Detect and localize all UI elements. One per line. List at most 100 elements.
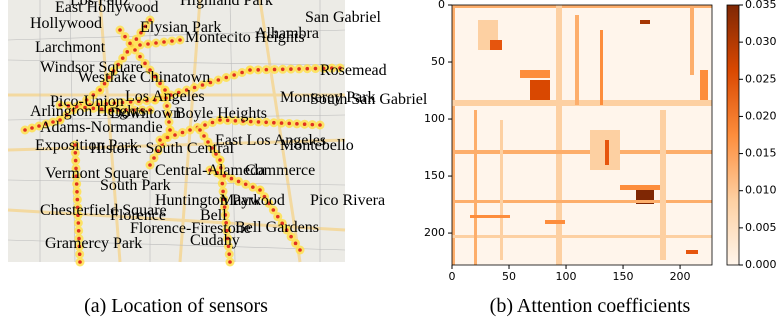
colorbar-tick-label: 0.025	[745, 72, 777, 85]
sensor	[76, 198, 80, 202]
place-label: Hollywood	[30, 15, 102, 32]
place-label: Highland Park	[180, 0, 273, 9]
sensor	[138, 55, 142, 59]
y-tick-label: 0	[438, 0, 445, 11]
sensor	[311, 123, 315, 127]
sensor	[77, 221, 81, 225]
colorbar-tick-label: 0.015	[745, 147, 777, 160]
place-label: Commerce	[245, 162, 315, 179]
sensor	[280, 121, 284, 125]
caption: (a) Location of sensors	[84, 295, 268, 317]
sensor	[143, 62, 147, 66]
sensor	[248, 68, 252, 72]
sensor	[251, 185, 255, 189]
place-label: Cudahy	[190, 232, 240, 249]
sensor	[181, 131, 185, 135]
sensor	[133, 48, 137, 52]
sensor	[240, 71, 244, 75]
sensor	[75, 190, 79, 194]
sensor	[166, 136, 170, 140]
colorbar-tick-label: 0.020	[745, 109, 777, 122]
place-label: Westlake	[78, 69, 136, 86]
y-tick-label: 200	[424, 226, 445, 239]
place-label: Montebello	[280, 137, 354, 154]
colorbar-tick-label: 0.000	[745, 258, 777, 271]
colorbar-tick-label: 0.030	[745, 35, 777, 48]
sensor	[273, 68, 277, 72]
sensor	[272, 121, 276, 125]
place-label: Gramercy Park	[45, 235, 142, 252]
x-tick-label: 50	[502, 270, 516, 283]
y-tick-label: 150	[424, 169, 445, 182]
sensor	[123, 35, 127, 39]
figure: Los FelizHighland ParkSan GabrielHollywo…	[0, 0, 779, 328]
sensor	[30, 126, 34, 130]
sensor	[289, 67, 293, 71]
sensor	[148, 163, 152, 167]
place-label: East Hollywood	[55, 0, 159, 16]
sensor	[77, 229, 81, 233]
colorbar-tick-label: 0.010	[745, 184, 777, 197]
sensor	[256, 68, 260, 72]
sensor	[305, 67, 309, 71]
sensor	[287, 122, 291, 126]
place-label: San Gabriel	[305, 9, 382, 26]
sensor	[188, 128, 192, 132]
colorbar-tick-label: 0.005	[745, 221, 777, 234]
sensor	[232, 73, 236, 77]
sensor	[173, 133, 177, 137]
place-label: Adams-Normandie	[40, 119, 163, 136]
place-label: Larchmont	[35, 39, 106, 56]
sensor	[75, 182, 79, 186]
x-tick-label: 0	[449, 270, 456, 283]
sensor	[221, 182, 225, 186]
sensor	[303, 122, 307, 126]
sensor	[224, 76, 228, 80]
sensor	[118, 28, 122, 32]
sensor	[295, 122, 299, 126]
sensor	[237, 180, 241, 184]
sensor	[154, 41, 158, 45]
sensor	[178, 38, 182, 42]
place-label: South San Gabriel	[310, 91, 428, 108]
sensor	[202, 134, 206, 138]
sensor	[168, 128, 172, 132]
x-tick-label: 100	[556, 270, 577, 283]
sensor	[146, 42, 150, 46]
place-label: Chinatown	[140, 69, 210, 86]
sensor	[294, 242, 298, 246]
sensor	[138, 43, 142, 47]
colorbar	[727, 5, 739, 265]
y-tick-label: 100	[424, 112, 445, 125]
x-tick-label: 200	[670, 270, 691, 283]
place-label: Elysian Park	[140, 19, 221, 36]
sensor	[78, 260, 82, 264]
sensor	[78, 252, 82, 256]
sensor	[314, 67, 318, 71]
y-tick-label: 50	[431, 55, 445, 68]
place-label: Boyle Heights	[175, 105, 267, 122]
sensor	[217, 78, 221, 82]
sensor	[203, 123, 207, 127]
caption: (b) Attention coefficients	[490, 295, 691, 317]
sensor	[23, 128, 27, 132]
sensor	[98, 88, 102, 92]
sensor	[281, 67, 285, 71]
sensor	[244, 182, 248, 186]
colorbar-tick-label: 0.035	[745, 0, 777, 11]
place-label: Pico Rivera	[310, 192, 385, 209]
sensor	[135, 37, 139, 41]
sensor	[297, 67, 301, 71]
sensor	[298, 248, 302, 252]
place-label: Maywood	[220, 192, 285, 209]
sensor	[198, 128, 202, 132]
sensor	[318, 123, 322, 127]
x-tick-label: 150	[613, 270, 634, 283]
sensor	[276, 215, 280, 219]
place-label: Rosemead	[320, 62, 387, 79]
place-label: Bell Gardens	[235, 219, 319, 236]
heatmap: (b) Attention coefficients 0 50 100 150 200 0…	[424, 0, 777, 317]
place-label: Historic South Central	[90, 140, 235, 157]
sensor	[128, 42, 132, 46]
